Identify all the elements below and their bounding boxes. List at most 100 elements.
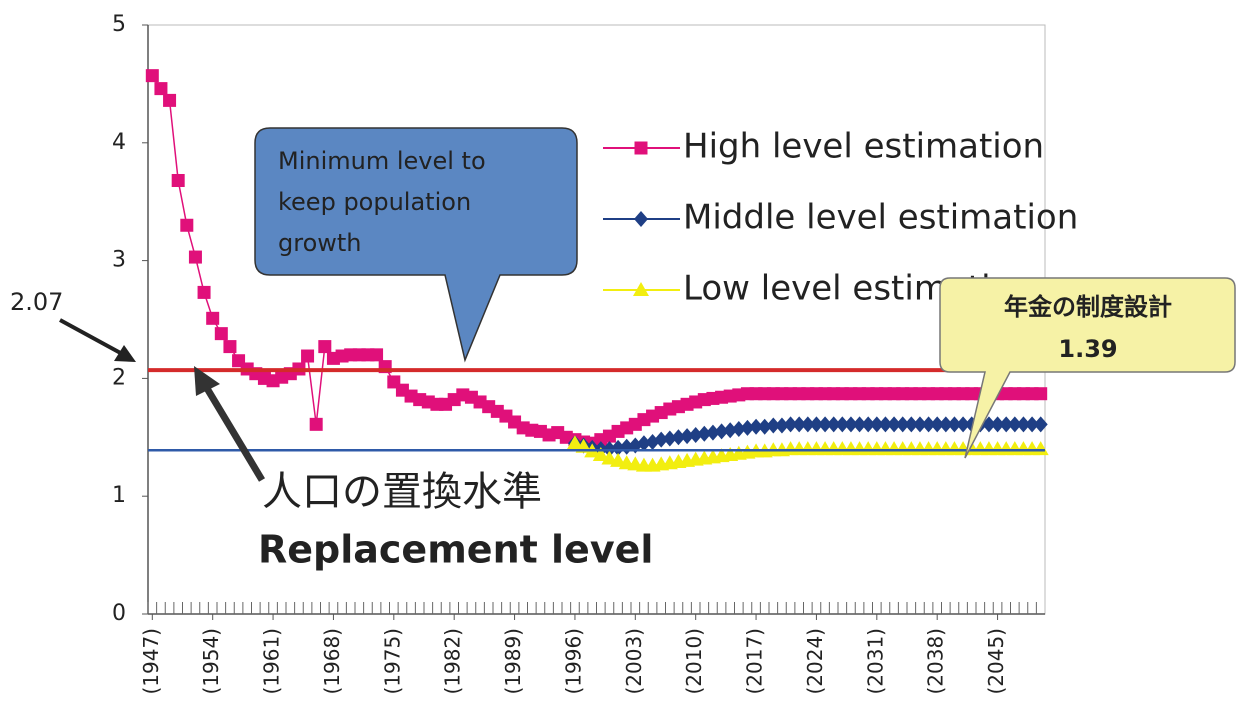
marker [1025, 416, 1040, 433]
legend-label: Middle level estimation [683, 198, 1078, 238]
marker [680, 428, 695, 445]
marker [1033, 416, 1048, 433]
arrow-head [114, 345, 136, 362]
callout-text: growth [278, 229, 362, 257]
marker [757, 418, 772, 435]
arrow [201, 383, 266, 482]
marker [592, 446, 609, 461]
marker [154, 82, 168, 96]
y-tick-label: 3 [112, 248, 126, 273]
marker [912, 416, 927, 433]
x-tick-label: (1947) [139, 628, 163, 695]
marker [1007, 416, 1022, 433]
marker [662, 430, 677, 447]
marker [206, 311, 220, 325]
marker [171, 173, 185, 187]
marker [301, 349, 315, 363]
marker [634, 211, 648, 227]
marker [749, 418, 764, 435]
marker [370, 348, 384, 362]
marker [145, 69, 159, 83]
marker [852, 416, 867, 433]
marker [835, 416, 850, 433]
callout-box [254, 127, 578, 363]
x-tick-label: (1954) [199, 628, 223, 695]
marker [895, 416, 910, 433]
marker [163, 93, 177, 107]
marker [800, 416, 815, 433]
y-tick-label: 1 [112, 483, 126, 508]
marker [921, 416, 936, 433]
marker [826, 416, 841, 433]
arrow-head [194, 366, 220, 396]
marker [740, 419, 755, 436]
marker [999, 416, 1014, 433]
marker [197, 285, 211, 299]
marker [947, 416, 962, 433]
marker [861, 416, 876, 433]
marker [223, 340, 237, 354]
marker [731, 421, 746, 438]
marker [809, 416, 824, 433]
y-tick-label: 4 [112, 130, 126, 155]
marker [792, 416, 807, 433]
x-tick-label: (2010) [682, 628, 706, 695]
legend-label: High level estimation [683, 127, 1044, 167]
marker [878, 416, 893, 433]
x-tick-label: (1961) [260, 628, 284, 695]
pension-callout [939, 277, 1236, 459]
marker [318, 340, 332, 354]
x-tick-label: (2003) [622, 628, 646, 695]
x-tick-label: (1968) [320, 628, 344, 695]
y-tick-label: 5 [112, 12, 126, 37]
marker [956, 416, 971, 433]
y-tick-label: 0 [112, 601, 126, 626]
plot-frame [147, 24, 1046, 615]
callout-text: Minimum level to [278, 147, 486, 175]
arrow [59, 318, 127, 358]
x-tick-label: (1982) [441, 628, 465, 695]
marker [766, 417, 781, 434]
marker [818, 416, 833, 433]
marker [1016, 416, 1031, 433]
marker [611, 439, 626, 456]
marker [1034, 387, 1048, 401]
pension-value: 1.39 [1058, 335, 1117, 363]
marks: 0 1 2 3 4 5 (1947) (1954) (1961) (1968) (1975) (198… [112, 12, 1078, 695]
marker [869, 416, 884, 433]
marker [904, 416, 919, 433]
marker [843, 416, 858, 433]
marker [990, 416, 1005, 433]
marker [714, 423, 729, 440]
pension-label: 年金の制度設計 [1004, 293, 1172, 321]
replacement-value: 2.07 [10, 288, 63, 316]
marker [309, 417, 323, 431]
x-tick-label: (2031) [863, 628, 887, 695]
marker [634, 141, 648, 155]
marker [1032, 441, 1049, 456]
replacement-label: 人口の置換水準 [262, 469, 542, 515]
marker [783, 416, 798, 433]
marker [723, 422, 738, 439]
x-tick-label: (2038) [924, 628, 948, 695]
marker [688, 426, 703, 443]
x-tick-label: (2045) [984, 628, 1008, 695]
marker [887, 416, 902, 433]
marker [633, 282, 649, 296]
x-tick-label: (1975) [380, 628, 404, 695]
marker [697, 425, 712, 442]
replacement-label: Replacement level [258, 528, 653, 572]
marker [930, 416, 945, 433]
callout-text: keep population [278, 188, 471, 216]
marker [214, 327, 228, 341]
x-tick-label: (1996) [561, 628, 585, 695]
x-tick-label: (2017) [743, 628, 767, 695]
marker [188, 250, 202, 264]
marker [566, 435, 583, 450]
marker [671, 429, 686, 446]
marker [180, 218, 194, 232]
marker [654, 431, 669, 448]
marker [705, 424, 720, 441]
marker [636, 435, 651, 452]
